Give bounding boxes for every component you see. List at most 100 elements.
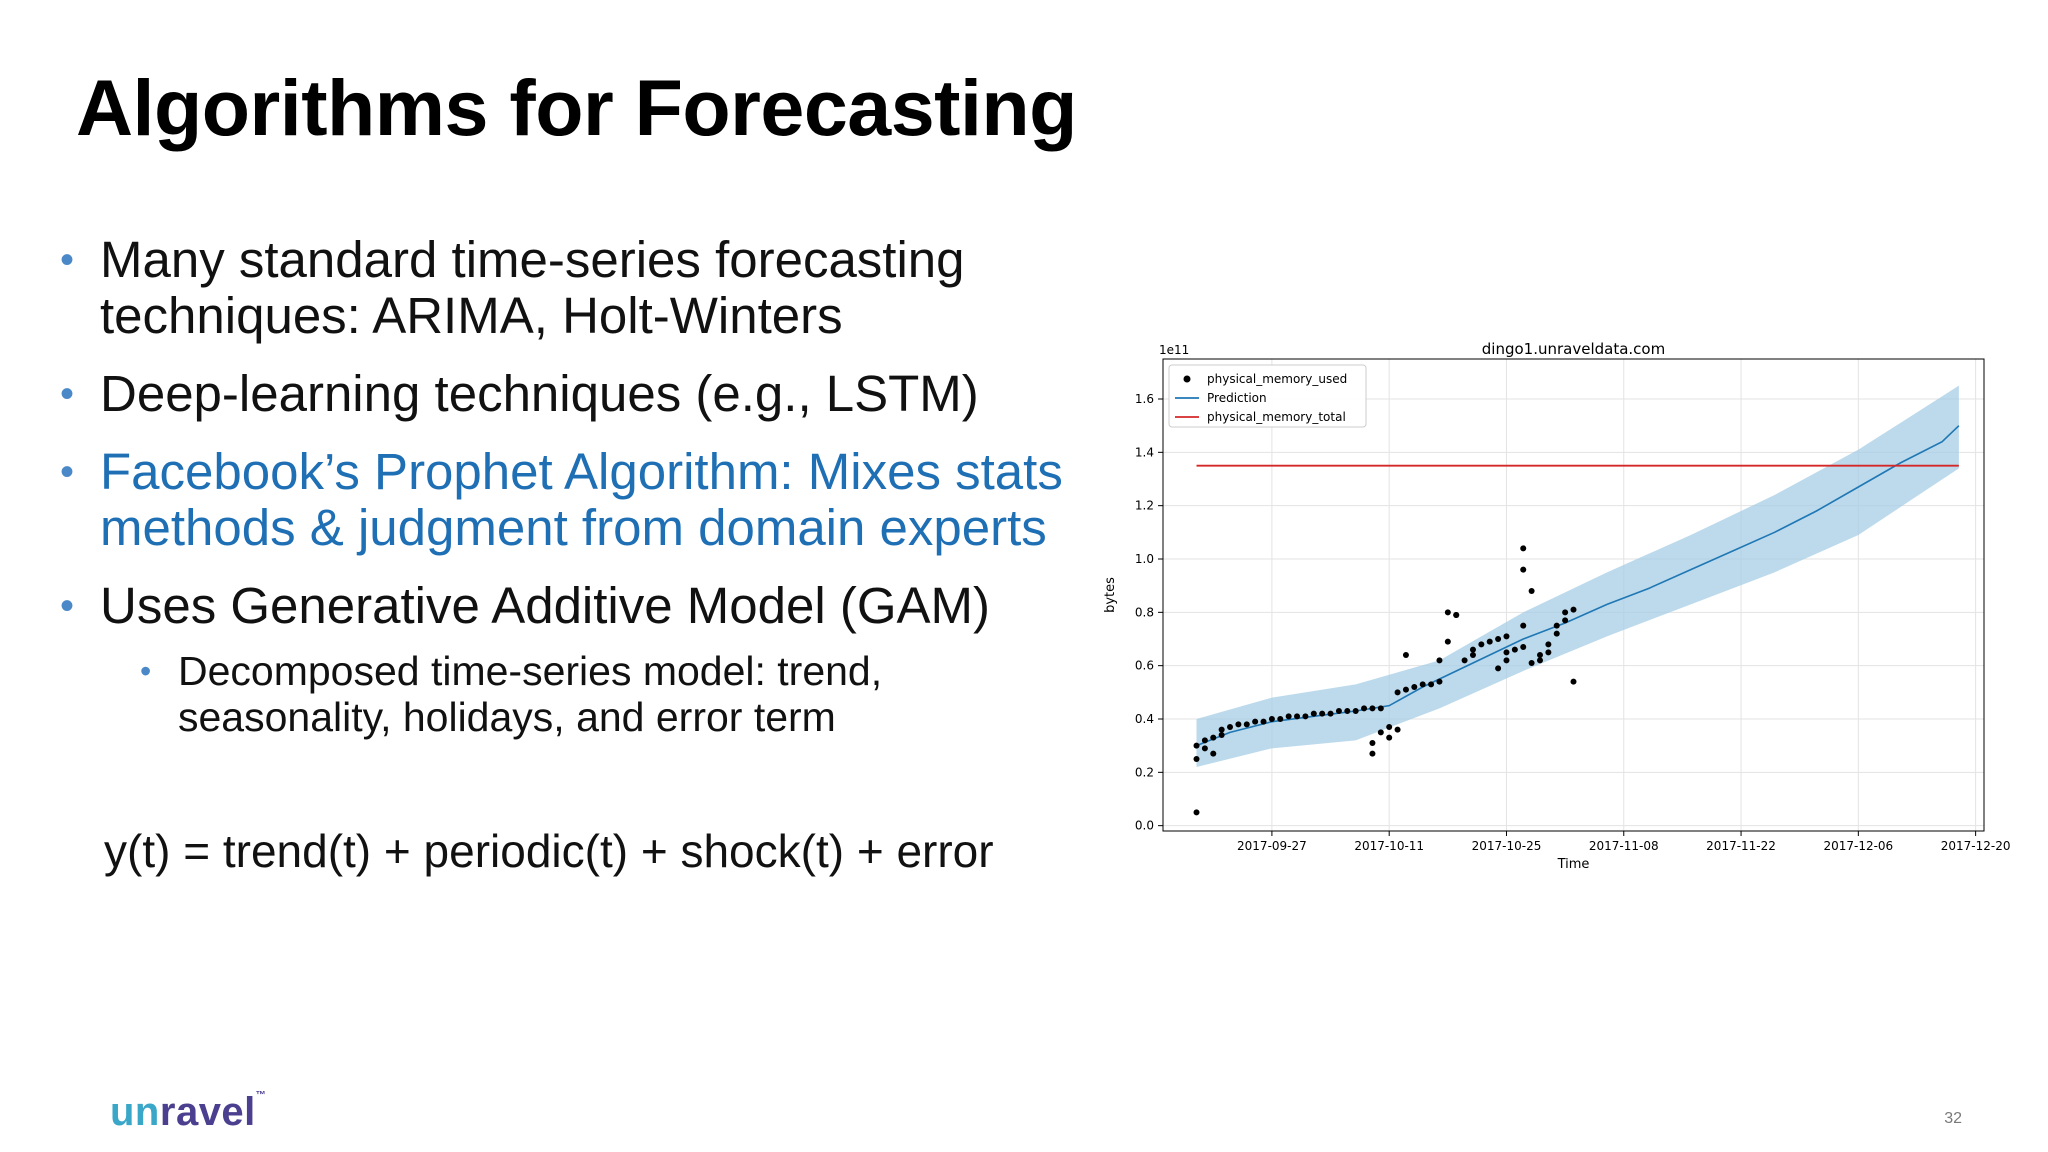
legend-label: physical_memory_total — [1207, 410, 1346, 424]
x-axis-label: Time — [1557, 857, 1590, 872]
x-tick-label: 2017-11-22 — [1706, 839, 1776, 853]
memory-used-point — [1402, 652, 1409, 658]
memory-used-point — [1478, 641, 1485, 648]
memory-used-point — [1536, 652, 1543, 658]
forecast-chart-svg: 2017-09-27 2017-10-11 2017-10-25 2017-11-08… — [1103, 340, 2011, 872]
memory-used-point — [1436, 678, 1443, 685]
bullet-item: • Uses Generative Additive Model (GAM) — [60, 578, 1100, 634]
memory-used-point — [1235, 721, 1242, 728]
prediction-interval-band — [1196, 385, 1959, 767]
logo-trademark: ™ — [255, 1090, 267, 1101]
logo-text-ravel: ravel — [159, 1090, 256, 1134]
y-tick-label: 1.6 — [1135, 392, 1154, 406]
x-tick-label: 2017-12-06 — [1823, 839, 1893, 853]
memory-used-point — [1553, 630, 1560, 637]
memory-used-point — [1562, 617, 1569, 624]
memory-used-point — [1428, 681, 1435, 688]
slide-title: Algorithms for Forecasting — [76, 63, 1077, 152]
forecast-chart: 2017-09-27 2017-10-11 2017-10-25 2017-11-08… — [1100, 330, 2012, 880]
memory-used-point — [1310, 710, 1317, 717]
legend-label: Prediction — [1207, 391, 1267, 405]
memory-used-point — [1386, 724, 1393, 730]
y-tick-label: 0.4 — [1135, 712, 1154, 726]
memory-used-point — [1436, 657, 1443, 664]
model-equation: y(t) = trend(t) + periodic(t) + shock(t)… — [104, 825, 994, 877]
memory-used-point — [1495, 636, 1502, 642]
bullet-item-highlighted: • Facebook’s Prophet Algorithm: Mixes st… — [60, 444, 1100, 556]
memory-used-point — [1469, 652, 1476, 658]
bullet-text: Uses Generative Additive Model (GAM) — [100, 577, 991, 634]
legend-box — [1168, 364, 1367, 428]
memory-used-point — [1545, 649, 1552, 656]
memory-used-point — [1201, 745, 1208, 752]
memory-used-point — [1394, 689, 1401, 696]
memory-used-point — [1361, 705, 1368, 712]
memory-used-point — [1352, 708, 1359, 714]
memory-used-point — [1511, 646, 1518, 653]
memory-used-point — [1520, 622, 1527, 629]
sub-bullet-text: Decomposed time-series model: trend, sea… — [178, 648, 883, 740]
memory-used-point — [1570, 678, 1577, 685]
memory-used-point — [1444, 609, 1451, 616]
memory-used-point — [1319, 710, 1326, 717]
memory-used-point — [1285, 713, 1292, 720]
memory-used-point — [1335, 708, 1342, 714]
memory-used-point — [1218, 726, 1225, 733]
y-axis-label: bytes — [1103, 577, 1118, 613]
memory-used-point — [1536, 657, 1543, 664]
memory-used-point — [1344, 708, 1351, 714]
memory-used-point — [1528, 588, 1535, 594]
legend-marker-physical-memory-used — [1183, 375, 1191, 383]
memory-used-point — [1277, 716, 1284, 722]
bullet-dot: • — [60, 450, 75, 494]
bullet-list: • Many standard time-series forecasting … — [60, 231, 1100, 741]
memory-used-point — [1469, 646, 1476, 653]
bullet-text: Facebook’s Prophet Algorithm: Mixes stat… — [100, 443, 1063, 556]
memory-used-point — [1201, 737, 1208, 744]
memory-used-point — [1369, 750, 1376, 757]
memory-used-point — [1520, 566, 1527, 573]
memory-used-point — [1377, 729, 1384, 736]
memory-used-point — [1444, 638, 1451, 645]
memory-used-point — [1193, 809, 1200, 816]
bullet-dot: • — [60, 372, 75, 416]
memory-used-point — [1453, 612, 1460, 618]
bullet-dot: • — [60, 584, 75, 628]
bullet-dot: • — [60, 238, 75, 282]
sub-bullet-dot: • — [140, 653, 152, 689]
x-tick-label: 2017-12-20 — [1941, 839, 2011, 853]
x-tick-label: 2017-11-08 — [1589, 839, 1659, 853]
memory-used-point — [1243, 721, 1250, 728]
bullet-text: Deep-learning techniques (e.g., LSTM) — [100, 365, 979, 422]
sub-bullet-item: • Decomposed time-series model: trend, s… — [60, 648, 1100, 740]
memory-used-point — [1411, 684, 1418, 690]
memory-used-point — [1461, 657, 1468, 664]
memory-used-point — [1553, 622, 1560, 629]
y-tick-label: 1.2 — [1135, 499, 1154, 513]
x-tick-label: 2017-10-11 — [1354, 839, 1424, 853]
memory-used-point — [1227, 724, 1234, 730]
memory-used-point — [1327, 710, 1334, 717]
y-tick-label: 0.0 — [1135, 819, 1154, 833]
memory-used-point — [1260, 718, 1267, 725]
memory-used-point — [1268, 716, 1275, 722]
memory-used-point — [1218, 732, 1225, 738]
memory-used-point — [1302, 713, 1309, 720]
memory-used-point — [1520, 644, 1527, 650]
memory-used-point — [1486, 638, 1493, 645]
page-number: 32 — [1944, 1110, 1962, 1127]
x-tick-label: 2017-10-25 — [1472, 839, 1542, 853]
y-tick-label: 1.4 — [1135, 445, 1154, 459]
memory-used-point — [1252, 718, 1259, 725]
memory-used-point — [1369, 705, 1376, 712]
y-tick-label: 0.2 — [1135, 765, 1154, 779]
memory-used-point — [1193, 756, 1200, 762]
memory-used-point — [1520, 545, 1527, 552]
memory-used-point — [1210, 750, 1217, 757]
plot-frame — [1162, 358, 1985, 832]
bullet-text: Many standard time-series forecasting te… — [100, 231, 965, 344]
y-tick-label: 0.8 — [1135, 605, 1154, 619]
x-tick-label: 2017-09-27 — [1237, 839, 1307, 853]
logo-text-un: un — [110, 1090, 160, 1134]
chart-title: dingo1.unraveldata.com — [1482, 340, 1665, 358]
